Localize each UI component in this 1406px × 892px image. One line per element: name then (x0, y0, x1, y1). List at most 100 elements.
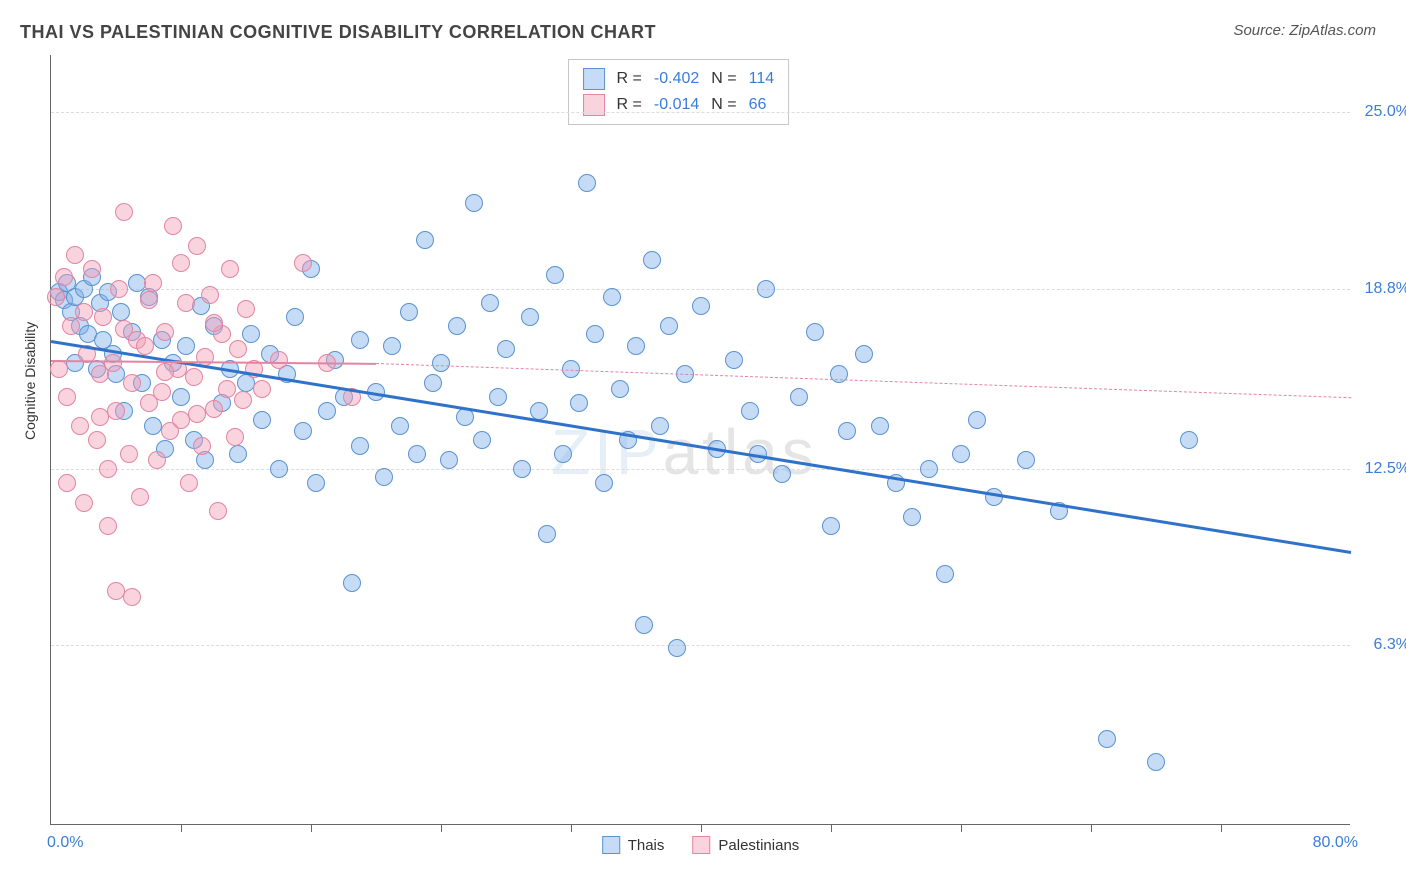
data-point (1180, 431, 1198, 449)
x-tick (571, 824, 572, 832)
data-point (903, 508, 921, 526)
data-point (205, 400, 223, 418)
trend-line (376, 363, 1351, 398)
data-point (570, 394, 588, 412)
data-point (595, 474, 613, 492)
x-tick (311, 824, 312, 832)
y-axis-label: Cognitive Disability (22, 322, 38, 440)
data-point (643, 251, 661, 269)
data-point (253, 411, 271, 429)
data-point (115, 203, 133, 221)
data-point (375, 468, 393, 486)
r-label: R = (617, 70, 642, 88)
legend-item-palestinians: Palestinians (692, 836, 799, 854)
data-point (270, 460, 288, 478)
data-point (351, 331, 369, 349)
data-point (651, 417, 669, 435)
data-point (383, 337, 401, 355)
data-point (538, 525, 556, 543)
data-point (75, 303, 93, 321)
data-point (144, 274, 162, 292)
data-point (221, 260, 239, 278)
data-point (578, 174, 596, 192)
data-point (55, 268, 73, 286)
data-point (440, 451, 458, 469)
y-tick-label: 18.8% (1365, 280, 1406, 298)
data-point (75, 494, 93, 512)
data-point (725, 351, 743, 369)
data-point (234, 391, 252, 409)
data-point (153, 383, 171, 401)
x-tick (441, 824, 442, 832)
data-point (448, 317, 466, 335)
gridline (51, 469, 1350, 470)
data-point (188, 405, 206, 423)
data-point (193, 437, 211, 455)
data-point (209, 502, 227, 520)
data-point (741, 402, 759, 420)
n-label: N = (711, 70, 736, 88)
data-point (627, 337, 645, 355)
data-point (177, 337, 195, 355)
legend-swatch-thais (602, 836, 620, 854)
legend: Thais Palestinians (602, 836, 800, 854)
data-point (172, 388, 190, 406)
data-point (180, 474, 198, 492)
legend-label-palestinians: Palestinians (718, 837, 799, 854)
data-point (110, 280, 128, 298)
data-point (773, 465, 791, 483)
data-point (131, 488, 149, 506)
x-tick (701, 824, 702, 832)
x-tick (1221, 824, 1222, 832)
y-tick-label: 25.0% (1365, 103, 1406, 121)
data-point (1017, 451, 1035, 469)
data-point (148, 451, 166, 469)
x-label-end: 80.0% (1313, 834, 1358, 852)
stats-row-palestinians: R = -0.014 N = 66 (583, 92, 775, 118)
data-point (473, 431, 491, 449)
data-point (62, 317, 80, 335)
data-point (286, 308, 304, 326)
data-point (99, 517, 117, 535)
data-point (99, 460, 117, 478)
data-point (635, 616, 653, 634)
data-point (968, 411, 986, 429)
data-point (107, 402, 125, 420)
x-label-start: 0.0% (47, 834, 83, 852)
data-point (408, 445, 426, 463)
x-tick (831, 824, 832, 832)
data-point (91, 408, 109, 426)
data-point (188, 237, 206, 255)
data-point (343, 574, 361, 592)
data-point (66, 246, 84, 264)
data-point (104, 354, 122, 372)
data-point (115, 320, 133, 338)
data-point (497, 340, 515, 358)
data-point (1098, 730, 1116, 748)
legend-item-thais: Thais (602, 836, 665, 854)
data-point (50, 360, 68, 378)
data-point (58, 474, 76, 492)
data-point (416, 231, 434, 249)
chart-source: Source: ZipAtlas.com (1233, 22, 1376, 39)
data-point (521, 308, 539, 326)
data-point (172, 254, 190, 272)
data-point (391, 417, 409, 435)
trend-line (51, 340, 1351, 554)
data-point (432, 354, 450, 372)
x-tick (1091, 824, 1092, 832)
data-point (936, 565, 954, 583)
data-point (586, 325, 604, 343)
data-point (465, 194, 483, 212)
x-tick (961, 824, 962, 832)
data-point (88, 431, 106, 449)
data-point (400, 303, 418, 321)
data-point (318, 402, 336, 420)
gridline (51, 289, 1350, 290)
r-value-thais: -0.402 (654, 70, 699, 88)
data-point (757, 280, 775, 298)
data-point (270, 351, 288, 369)
data-point (790, 388, 808, 406)
gridline (51, 645, 1350, 646)
x-tick (181, 824, 182, 832)
